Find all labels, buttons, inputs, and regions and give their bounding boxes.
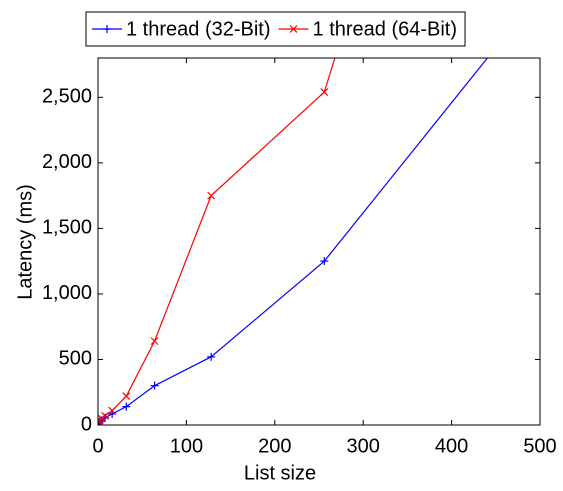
marker xyxy=(101,411,109,420)
marker xyxy=(98,417,104,425)
x-tick-label: 100 xyxy=(170,435,203,457)
y-axis-label: Latency (ms) xyxy=(14,184,36,300)
y-tick-label: 0 xyxy=(81,413,92,435)
marker xyxy=(122,402,131,411)
marker xyxy=(207,191,216,200)
marker xyxy=(320,88,329,97)
x-tick-label: 0 xyxy=(92,435,103,457)
y-tick-label: 1,500 xyxy=(42,217,92,239)
marker xyxy=(320,257,329,266)
marker xyxy=(122,392,131,401)
series-line xyxy=(98,58,489,423)
marker xyxy=(207,352,216,361)
y-tick-label: 2,000 xyxy=(42,151,92,173)
marker xyxy=(108,406,117,415)
legend-label: 1 thread (64-Bit) xyxy=(313,18,458,40)
marker xyxy=(150,381,159,390)
legend-label: 1 thread (32-Bit) xyxy=(126,18,271,40)
x-tick-label: 400 xyxy=(435,435,468,457)
legend: 1 thread (32-Bit) 1 thread (64-Bit) xyxy=(85,11,466,47)
plot-frame xyxy=(97,57,541,426)
marker xyxy=(150,337,159,346)
y-tick-label: 2,500 xyxy=(42,86,92,108)
plot-area xyxy=(98,58,489,425)
marker xyxy=(103,25,111,33)
x-tick-label: 300 xyxy=(347,435,380,457)
y-tick-label: 1,000 xyxy=(42,282,92,304)
x-axis-label: List size xyxy=(244,462,316,484)
y-tick-label: 500 xyxy=(59,348,92,370)
marker xyxy=(289,25,298,33)
x-tick-label: 200 xyxy=(258,435,291,457)
legend-box xyxy=(85,11,466,47)
marker xyxy=(98,414,106,423)
x-tick-label: 500 xyxy=(523,435,556,457)
